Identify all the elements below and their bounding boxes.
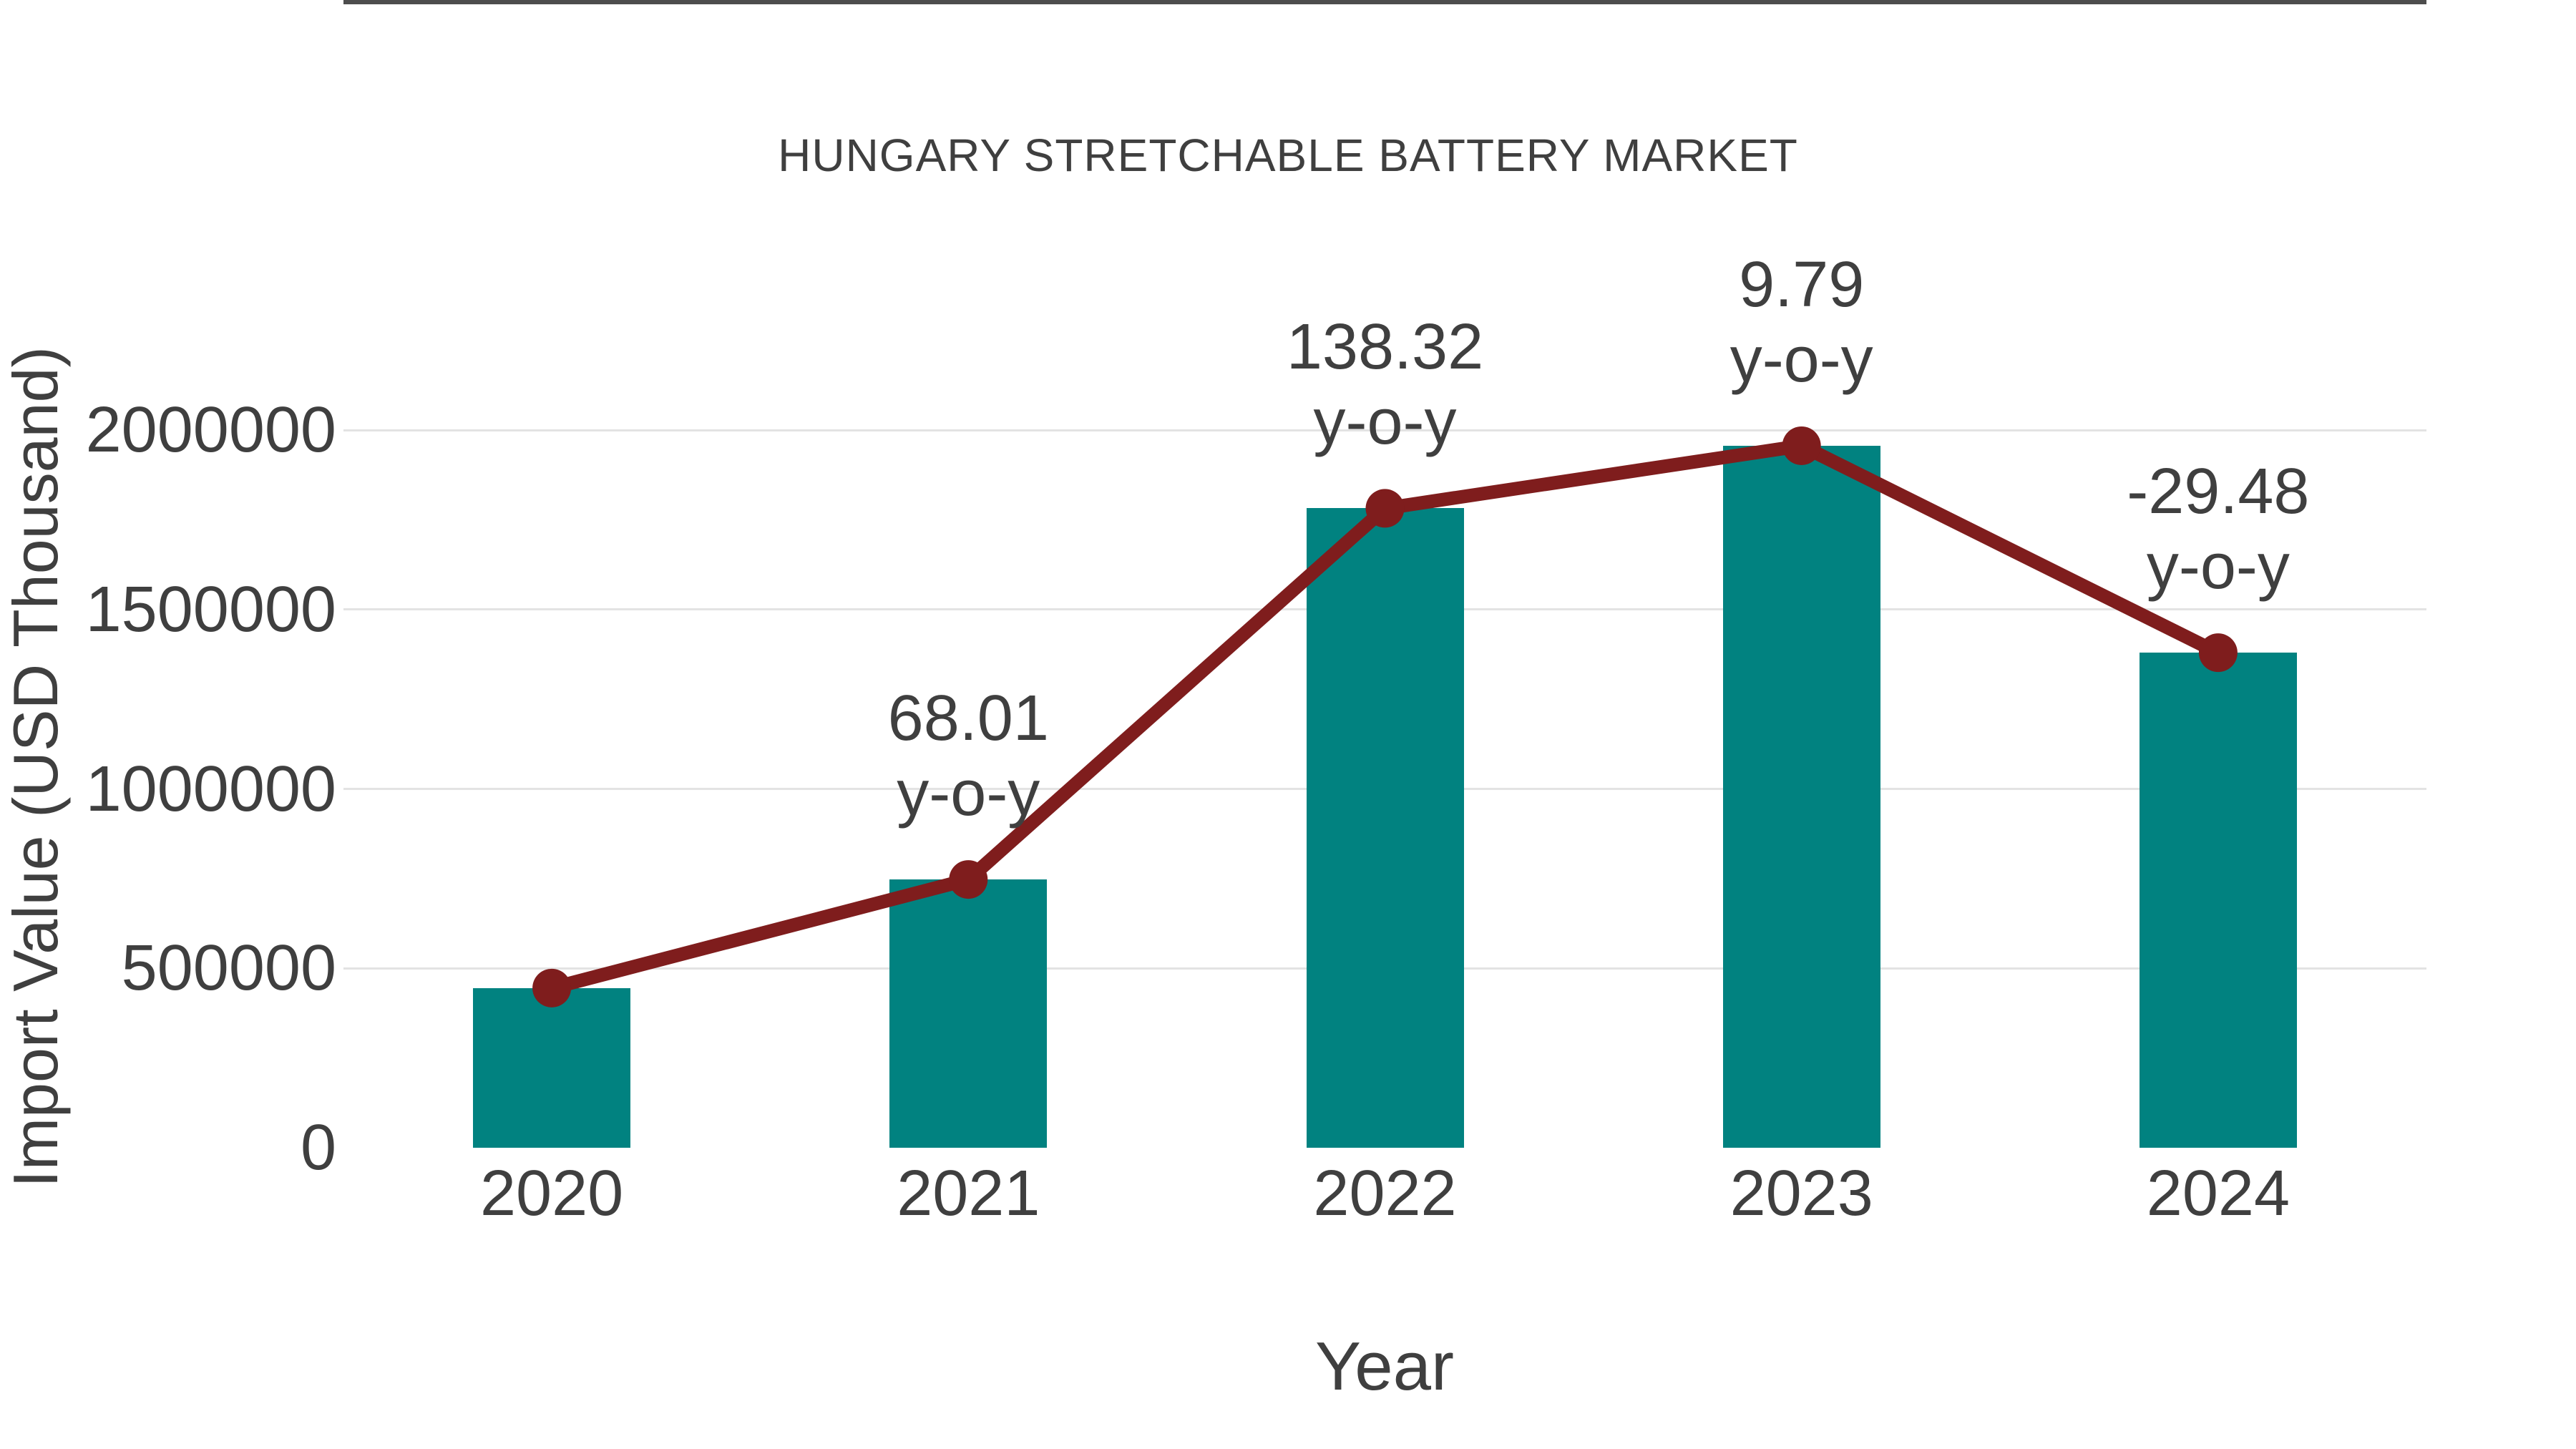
x-tick-label-2021: 2021 bbox=[897, 1158, 1040, 1229]
x-tick-label-2024: 2024 bbox=[2146, 1158, 2290, 1229]
yoy-value-label-2023: 9.79 bbox=[1739, 248, 1865, 321]
gridline bbox=[343, 429, 2426, 431]
yoy-sub-label-2022: y-o-y bbox=[1313, 386, 1457, 459]
yoy-sub-label-2023: y-o-y bbox=[1729, 323, 1873, 396]
y-tick-label: 0 bbox=[300, 1112, 336, 1184]
chart-title: HUNGARY STRETCHABLE BATTERY MARKET bbox=[778, 130, 1798, 181]
yoy-value-label-2024: -29.48 bbox=[2127, 456, 2310, 528]
y-tick-label: 1000000 bbox=[85, 753, 336, 825]
y-tick-label: 1500000 bbox=[85, 573, 336, 645]
bar-2022 bbox=[1306, 508, 1464, 1148]
yoy-value-label-2022: 138.32 bbox=[1286, 311, 1484, 384]
x-tick-label-2023: 2023 bbox=[1729, 1158, 1873, 1229]
x-axis-title: Year bbox=[1315, 1328, 1454, 1405]
x-tick-label-2022: 2022 bbox=[1313, 1158, 1457, 1229]
x-axis-line bbox=[343, 0, 2426, 4]
yoy-sub-label-2021: y-o-y bbox=[897, 758, 1040, 830]
y-tick-label: 2000000 bbox=[85, 394, 336, 466]
bar-2024 bbox=[2139, 653, 2297, 1148]
bar-2020 bbox=[473, 987, 631, 1148]
bar-2023 bbox=[1722, 445, 1880, 1148]
y-tick-label: 500000 bbox=[121, 932, 336, 1005]
x-tick-label-2020: 2020 bbox=[479, 1158, 624, 1229]
bar-2021 bbox=[889, 879, 1048, 1148]
yoy-sub-label-2024: y-o-y bbox=[2146, 531, 2290, 603]
yoy-value-label-2021: 68.01 bbox=[887, 683, 1049, 755]
